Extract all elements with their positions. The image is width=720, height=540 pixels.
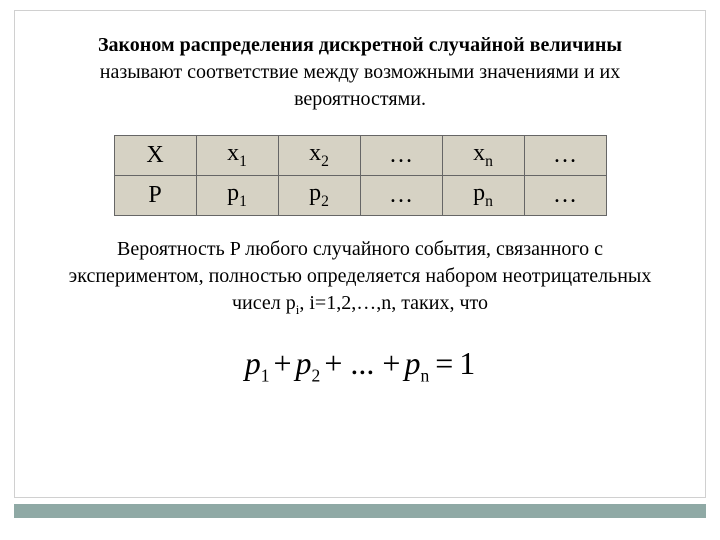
table-cell: p2 bbox=[278, 176, 360, 216]
title-bold: Законом распределения дискретной случайн… bbox=[98, 34, 622, 56]
title-block: Законом распределения дискретной случайн… bbox=[82, 32, 638, 113]
table-row-header: X bbox=[114, 136, 196, 176]
table-cell: pn bbox=[442, 176, 524, 216]
body-after: , i=1,2,…,n, таких, что bbox=[299, 292, 488, 314]
table-cell: … bbox=[360, 136, 442, 176]
table-row-header: P bbox=[114, 176, 196, 216]
table-cell: … bbox=[524, 176, 606, 216]
table-cell: … bbox=[360, 176, 442, 216]
table-cell: xn bbox=[442, 136, 524, 176]
table-cell: … bbox=[524, 136, 606, 176]
table-cell: x1 bbox=[196, 136, 278, 176]
body-text: Вероятность P любого случайного события,… bbox=[68, 236, 652, 319]
table-row: Xx1x2…xn… bbox=[114, 136, 606, 176]
table-cell: x2 bbox=[278, 136, 360, 176]
title-rest: называют соответствие между возможными з… bbox=[100, 61, 621, 110]
formula: p1+p2+...+pn=1 bbox=[22, 345, 698, 386]
table-row: Pp1p2…pn… bbox=[114, 176, 606, 216]
slide-frame: Законом распределения дискретной случайн… bbox=[0, 0, 720, 540]
table-body: Xx1x2…xn…Pp1p2…pn… bbox=[114, 136, 606, 216]
distribution-table: Xx1x2…xn…Pp1p2…pn… bbox=[114, 135, 607, 216]
bottom-bar bbox=[14, 504, 706, 518]
table-cell: p1 bbox=[196, 176, 278, 216]
